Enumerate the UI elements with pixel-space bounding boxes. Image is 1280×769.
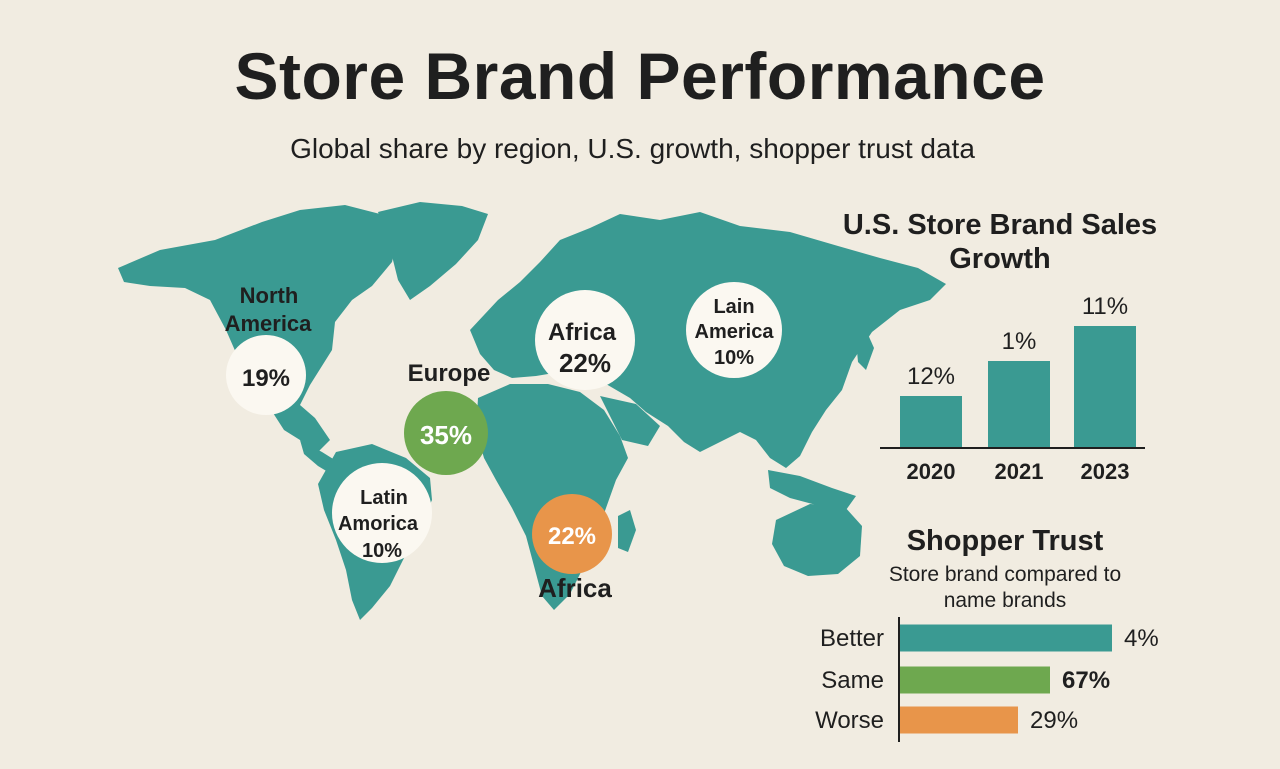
page-subtitle: Global share by region, U.S. growth, sho…	[290, 133, 975, 164]
region-value: 19%	[242, 365, 290, 392]
region-label: America	[695, 321, 775, 343]
trust-chart-title: Shopper Trust	[906, 525, 1104, 557]
growth-chart-title: U.S. Store Brand Sales Growth	[842, 209, 1158, 275]
region-label: Lain	[713, 296, 754, 318]
region-bubble-2: Europe 35%	[404, 360, 490, 475]
africa-landmass	[476, 384, 628, 610]
growth-x-tick-label: 2021	[995, 459, 1044, 484]
growth-x-tick-label: 2020	[907, 459, 956, 484]
continents	[118, 202, 946, 620]
growth-bar-2021	[988, 361, 1050, 447]
region-bubble-circle	[686, 282, 782, 378]
region-label: Africa	[548, 319, 617, 346]
region-label: Latin	[360, 487, 408, 509]
region-label: Amorica	[338, 513, 419, 535]
region-value: 35%	[420, 420, 472, 450]
trust-bar-worse	[900, 706, 1018, 734]
trust-category-label: Better	[820, 625, 884, 652]
region-value: 10%	[362, 540, 402, 562]
region-label: Europe	[408, 360, 491, 387]
region-label: North	[240, 283, 299, 308]
region-value: 22%	[559, 348, 611, 378]
north-america-landmass	[118, 205, 398, 452]
region-bubble-6: Africa 22%	[532, 494, 612, 603]
region-bubble-1: North America 19%	[225, 283, 313, 415]
region-bubble-circle	[535, 290, 635, 390]
trust-value-label: 4%	[1124, 625, 1159, 652]
greenland-landmass	[378, 202, 488, 300]
growth-bar-value-label: 11%	[1082, 293, 1128, 320]
growth-bar-2023	[1074, 326, 1136, 447]
region-bubble-4: Lain America 10%	[686, 282, 782, 378]
region-bubble-circle	[532, 494, 612, 574]
growth-bar-value-label: 1%	[1002, 328, 1037, 355]
trust-value-label: 67%	[1062, 667, 1110, 694]
page-title: Store Brand Performance	[234, 39, 1046, 113]
region-label: America	[225, 311, 313, 336]
region-bubble-5: Latin Amorica 10%	[332, 463, 432, 563]
region-bubble-circle	[404, 391, 488, 475]
region-value: 22%	[548, 523, 596, 550]
region-bubble-circle	[332, 463, 432, 563]
japan-landmass	[856, 330, 874, 370]
region-bubble-circle	[226, 335, 306, 415]
madagascar-landmass	[618, 510, 636, 552]
trust-bar-better	[900, 624, 1112, 652]
growth-bar-chart: 12% 2020 1% 2021 11% 2023	[880, 293, 1145, 484]
southeast-asia-landmass	[768, 470, 856, 510]
trust-bar-same	[900, 666, 1050, 694]
arabia-landmass	[600, 396, 660, 446]
trust-category-label: Worse	[815, 707, 884, 734]
growth-bar-2020	[900, 396, 962, 447]
trust-chart-subtitle: Store brand compared to name brands	[888, 563, 1122, 612]
australia-landmass	[772, 504, 862, 576]
growth-bar-value-label: 12%	[907, 363, 955, 390]
growth-x-tick-label: 2023	[1081, 459, 1130, 484]
trust-value-label: 29%	[1030, 707, 1078, 734]
region-label: Africa	[538, 573, 612, 603]
region-value: 10%	[714, 347, 754, 369]
trust-bar-chart: Better 4% Same 67% Worse 29%	[815, 617, 1159, 742]
trust-category-label: Same	[821, 667, 884, 694]
